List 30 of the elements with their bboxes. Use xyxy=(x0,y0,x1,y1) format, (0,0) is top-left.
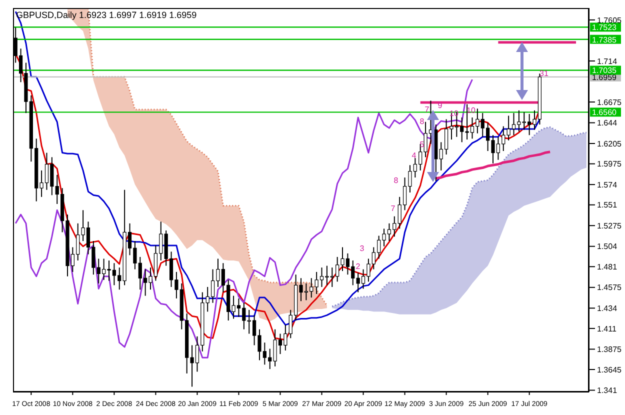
y-tick-label: 1.3645 xyxy=(597,365,622,374)
y-tick-label: 1.6205 xyxy=(597,139,622,148)
y-tick-label: 1.574 xyxy=(597,180,618,190)
annotation: 2 xyxy=(356,262,361,271)
ref-line-label: 1.6959 xyxy=(592,72,618,82)
annotation: 4 xyxy=(412,151,417,160)
ref-line-label: 1.7035 xyxy=(592,66,618,76)
annotation: 8 xyxy=(394,176,399,185)
ref-line-label: 1.6560 xyxy=(592,108,618,118)
y-tick-label: 1.714 xyxy=(597,56,618,66)
y-tick-label: 1.481 xyxy=(597,262,618,272)
ref-line-label: 1.7385 xyxy=(592,35,618,44)
annotation: 8 xyxy=(420,117,425,126)
y-tick-label: 1.411 xyxy=(597,324,617,334)
annotation: 3 xyxy=(360,244,365,253)
y-tick-label: 1.644 xyxy=(597,118,618,128)
ref-line-label: 1.7523 xyxy=(592,23,618,32)
y-tick-label: 1.4575 xyxy=(597,283,622,292)
y-tick-label: 1.504 xyxy=(597,242,618,252)
y-tick-label: 1.341 xyxy=(597,386,618,396)
y-tick-label: 1.7605 xyxy=(597,16,622,25)
y-tick-label: 1.434 xyxy=(597,304,618,313)
annotation: 9 xyxy=(438,101,443,110)
annotation: 7 xyxy=(390,204,396,213)
y-tick-label: 1.6675 xyxy=(597,98,622,107)
y-tick-label: 1.5975 xyxy=(597,160,622,169)
annotation: 31 xyxy=(540,69,549,78)
y-tick-label: 1.551 xyxy=(597,200,618,210)
y-tick-label: 1.5275 xyxy=(597,221,622,230)
y-tick-label: 1.3875 xyxy=(597,345,622,354)
